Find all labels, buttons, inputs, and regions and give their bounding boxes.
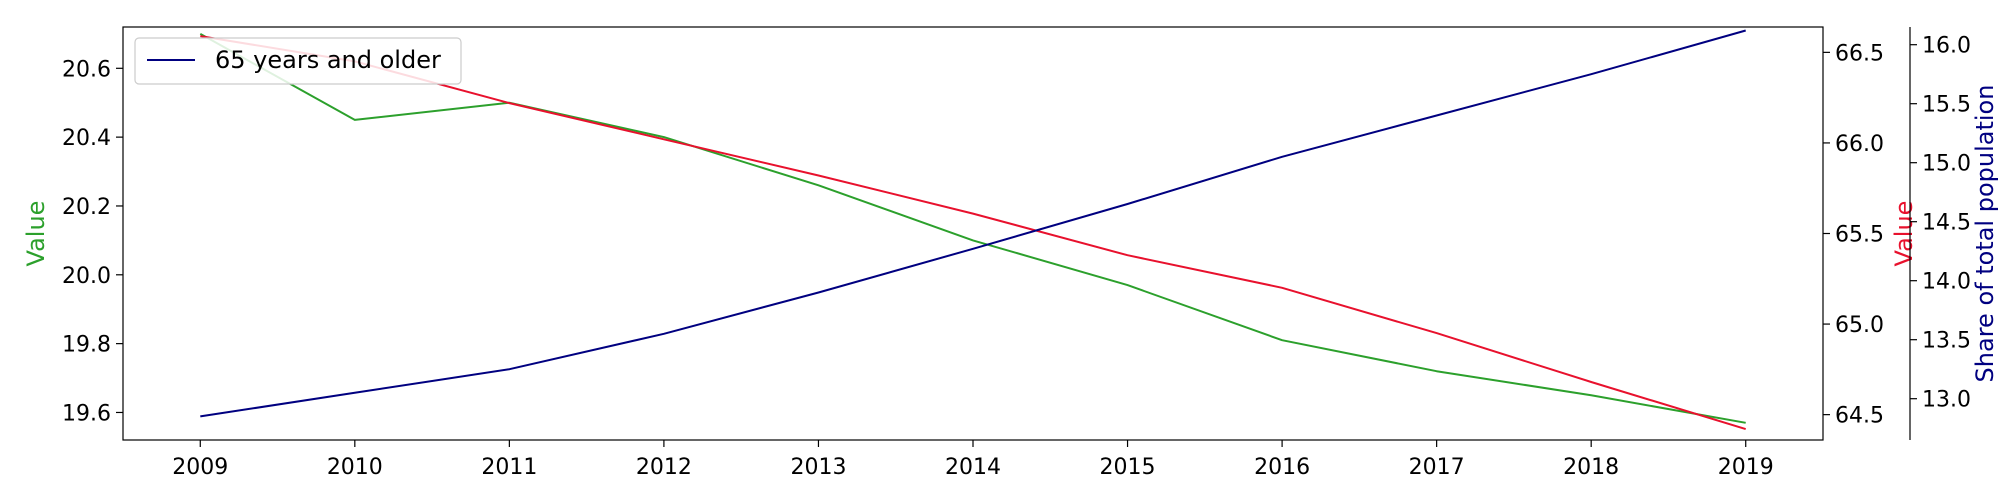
right-y2-axis-title: Share of total population <box>1971 85 1999 383</box>
series-line-right2 <box>200 29 1746 418</box>
left-y-tick-label: 20.2 <box>62 195 111 220</box>
right-y2-tick-label: 15.0 <box>1922 152 1971 177</box>
right-y1-tick-label: 65.0 <box>1835 313 1884 338</box>
x-tick-label: 2018 <box>1563 455 1619 480</box>
right-y1-axis-title: Value <box>1890 201 1918 267</box>
left-y-tick-label: 20.6 <box>62 57 111 82</box>
legend-box <box>134 37 462 85</box>
plot-area-border <box>122 26 1824 441</box>
right-y-axis-1: 64.5 65.0 65.5 66.0 66.5 Value <box>1823 41 1918 429</box>
series-line-left <box>199 33 1746 424</box>
series-line-right1 <box>200 35 1746 431</box>
left-y-tick-label: 20.4 <box>62 126 111 151</box>
x-axis: 2009 2010 2011 2012 2013 2014 2015 2016 2017 2018… <box>172 440 1774 480</box>
right-y2-tick-label: 13.5 <box>1922 329 1971 354</box>
series-layer <box>199 29 1746 431</box>
x-tick-label: 2011 <box>481 455 537 480</box>
left-y-tick-label: 19.6 <box>62 401 111 426</box>
left-y-tick-label: 20.0 <box>62 264 111 289</box>
right-y1-tick-label: 64.5 <box>1835 404 1884 429</box>
plot-frame <box>122 26 1824 441</box>
x-tick-label: 2015 <box>1100 455 1156 480</box>
right-y1-tick-label: 66.5 <box>1835 41 1884 66</box>
right-y2-tick-label: 14.5 <box>1922 211 1971 236</box>
x-tick-label: 2016 <box>1254 455 1310 480</box>
right-y2-tick-label: 14.0 <box>1922 270 1971 295</box>
x-tick-label: 2010 <box>327 455 383 480</box>
right-y2-tick-label: 13.0 <box>1922 388 1971 413</box>
x-tick-label: 2009 <box>172 455 228 480</box>
x-tick-label: 2012 <box>636 455 692 480</box>
left-y-tick-label: 19.8 <box>62 333 111 358</box>
right-y2-tick-label: 16.0 <box>1922 34 1971 59</box>
x-tick-label: 2014 <box>945 455 1001 480</box>
right-y-axis-2: 13.0 13.5 14.0 14.5 15.0 15.5 16.0 Share of tot… <box>1909 27 1999 440</box>
legend-label: 65 years and older <box>215 46 441 74</box>
right-y1-tick-label: 66.0 <box>1835 132 1884 157</box>
right-y1-tick-label: 65.5 <box>1835 223 1884 248</box>
x-tick-label: 2019 <box>1718 455 1774 480</box>
legend: 65 years and older <box>134 37 462 85</box>
left-y-axis: 19.6 19.8 20.0 20.2 20.4 20.6 Value <box>22 57 123 426</box>
left-y-axis-title: Value <box>22 201 50 267</box>
x-tick-label: 2017 <box>1409 455 1465 480</box>
right-y2-tick-label: 15.5 <box>1922 93 1971 118</box>
x-tick-label: 2013 <box>790 455 846 480</box>
